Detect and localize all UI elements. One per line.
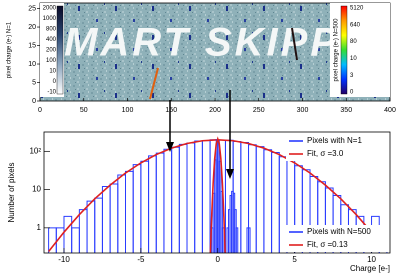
legend-box (286, 225, 388, 252)
x-tick-label: 200 (209, 107, 221, 114)
x-tick-label: 150 (165, 107, 177, 114)
legend-label: Pixels with N=1 (307, 136, 362, 145)
colorbar-tick-label: 2000 (43, 6, 57, 12)
fit-line (209, 136, 226, 253)
x-tick-label: 10 (367, 255, 376, 264)
colorbar-label: pixel charge (e-) N=500 (334, 18, 340, 82)
colorbar-tick-label: 200 (46, 48, 57, 54)
x-tick-label: 250 (253, 107, 265, 114)
y-tick-label: 0 (32, 98, 36, 105)
colorbar-tick-label: 400 (46, 37, 57, 43)
y-tick-label: 10 (32, 185, 41, 194)
colorbar-tick-label: 0 (350, 90, 354, 96)
colorbar-tick-label: -10 (47, 90, 56, 96)
y-tick-label: 20 (28, 24, 36, 31)
legend-label: Fit, σ =3.0 (307, 149, 344, 158)
y-tick-label: 10² (29, 146, 41, 155)
histogram-bin (248, 227, 251, 253)
image-panel: SMART SKIPPER20001000800400200100100-10p… (7, 2, 396, 114)
colorbar-tick-label: 80 (350, 39, 357, 45)
colorbar-tick-label: 3 (350, 73, 354, 79)
colorbar-tick-label: 640 (350, 22, 361, 28)
x-tick-label: 50 (80, 107, 88, 114)
y-tick-label: 10 (28, 61, 36, 68)
colorbar-tick-label: 5120 (350, 6, 364, 12)
x-tick-label: 100 (122, 107, 134, 114)
y-tick-label: 15 (28, 42, 36, 49)
y-tick-label: 25 (28, 5, 36, 12)
x-tick-label: 350 (340, 107, 352, 114)
x-axis-title: Charge [e-] (350, 264, 390, 273)
histogram-bin (235, 227, 239, 253)
x-tick-label: -10 (58, 255, 70, 264)
x-tick-label: 0 (216, 255, 221, 264)
colorbar-box (330, 3, 390, 97)
x-tick-label: 300 (297, 107, 309, 114)
track (149, 67, 159, 100)
histogram-bin (220, 190, 223, 253)
colorbar-tick-label: 0 (53, 79, 57, 85)
arrows (166, 90, 234, 179)
legend-label: Pixels with N=500 (307, 227, 371, 236)
colorbar (340, 5, 348, 95)
colorbar-tick-label: 1000 (43, 16, 57, 22)
legend-box (286, 134, 388, 161)
x-tick-label: 0 (38, 107, 42, 114)
plot-frame (43, 131, 391, 254)
x-tick-label: 400 (384, 107, 396, 114)
histogram-panel: -10 -5 0 5 10 1 10 10² Charge [e-] Number of pixe… (7, 131, 391, 273)
colorbar-tick-label: 10 (49, 69, 56, 75)
y-tick-label: 1 (37, 223, 42, 232)
x-tick-label: -5 (137, 255, 145, 264)
legend-label: Fit, σ =0.13 (307, 240, 348, 249)
y-tick-label: 5 (32, 79, 36, 86)
colorbar-tick-label: 100 (46, 58, 57, 64)
colorbar (56, 5, 64, 95)
track (291, 27, 298, 61)
colorbar-tick-label: 10 (350, 56, 357, 62)
colorbar-label: pixel charge (e-) N=1 (7, 21, 13, 78)
y-axis-title: Number of pixels (7, 162, 16, 222)
x-tick-label: 5 (292, 255, 297, 264)
colorbar-tick-label: 800 (46, 27, 57, 33)
